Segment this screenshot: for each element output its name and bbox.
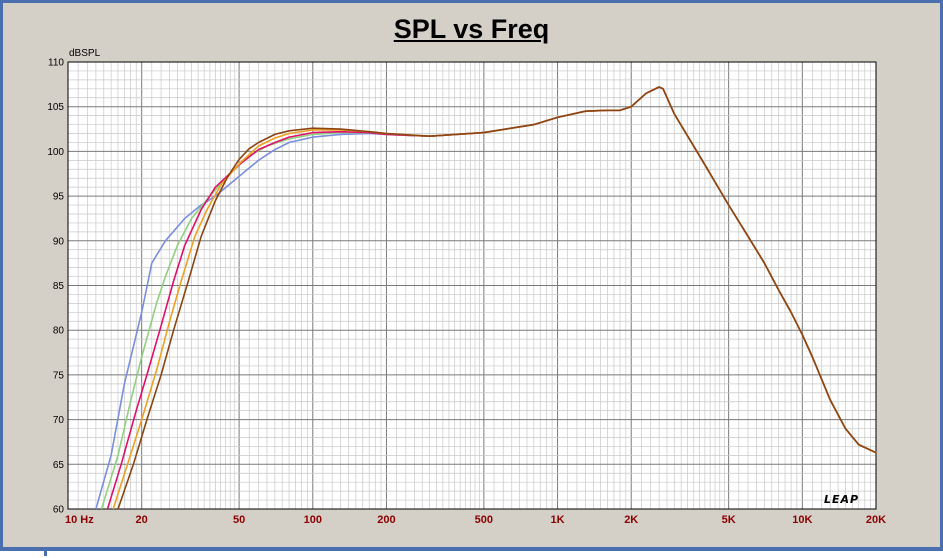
x-tick-label: 500 [475,514,493,526]
x-tick-label: 10K [792,514,812,526]
x-tick-label: 20K [866,514,886,526]
y-tick-label: 85 [53,281,65,292]
y-tick-label: 65 [53,460,65,471]
grid [68,62,876,509]
x-tick-label: 20 [136,514,148,526]
x-tick-label: 1K [551,514,565,526]
series-line-5 [117,86,877,510]
x-tick-label: 2K [624,514,638,526]
y-tick-label: 75 [53,370,65,381]
leap-watermark: LEAP [824,493,859,506]
x-tick-label: 10 Hz [65,514,94,526]
y-tick-label: 105 [47,102,64,113]
bottom-tick [44,547,47,556]
y-tick-label: 70 [53,415,65,426]
bottom-strip [0,549,943,558]
y-tick-label: 90 [53,236,65,247]
series-group [95,86,877,510]
y-tick-label: 100 [47,147,64,158]
x-tick-label: 200 [377,514,395,526]
x-tick-label: 50 [233,514,245,526]
y-axis-label: dBSPL [69,48,101,59]
y-tick-label: 80 [53,326,65,337]
y-ticks: 110 105 100 95 90 85 80 75 70 65 60 [47,58,64,516]
x-ticks: 10 Hz 20 50 100 200 500 1K 2K 5K 10K 20K [65,514,886,526]
x-tick-label: 100 [304,514,322,526]
chart-title: SPL vs Freq [393,14,550,44]
x-tick-label: 5K [722,514,736,526]
y-tick-label: 110 [48,58,64,69]
plot-border [67,61,877,510]
y-tick-label: 95 [53,192,65,203]
y-tick-label: 60 [53,505,65,516]
